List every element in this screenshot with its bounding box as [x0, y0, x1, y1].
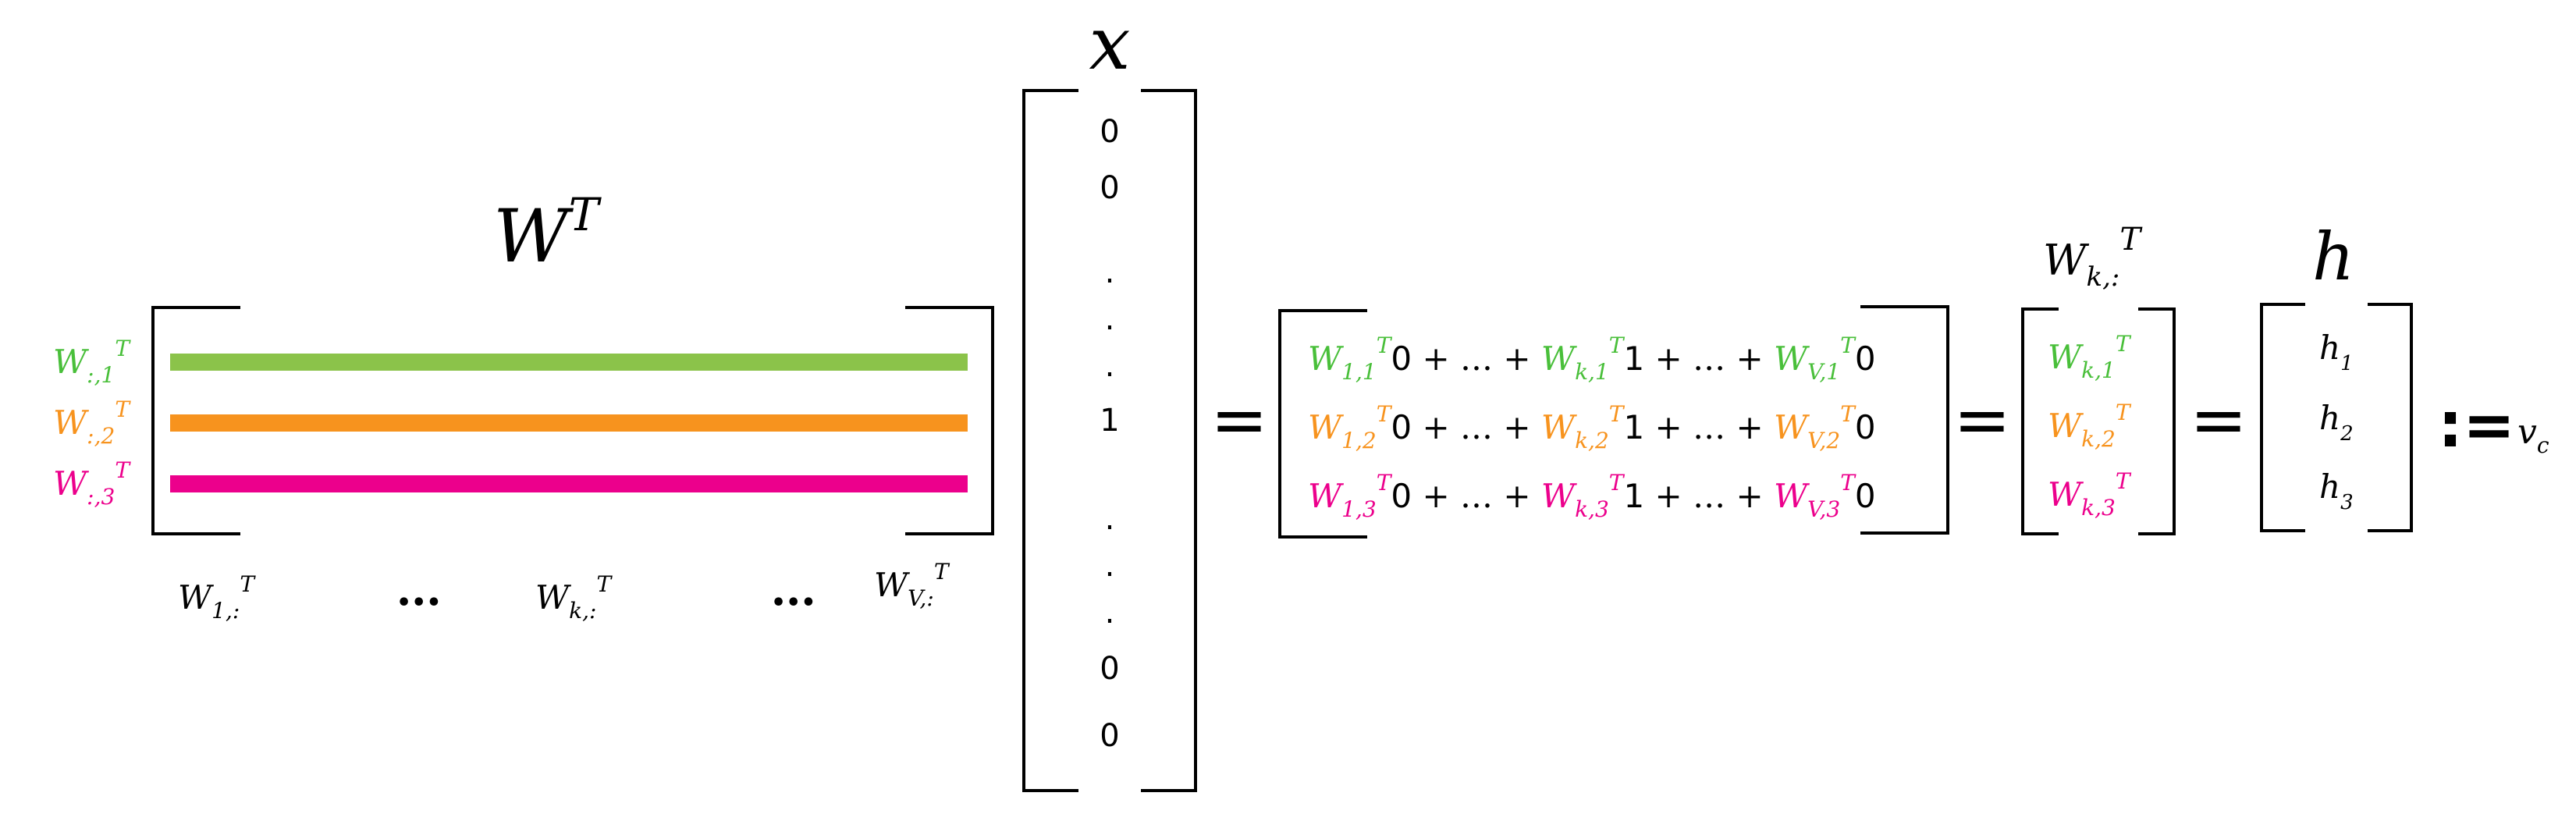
col-label-last: WV,:T — [874, 559, 950, 611]
x-entry: . — [1105, 548, 1115, 584]
x-entry: 0 — [1100, 170, 1119, 206]
wt-title: WT — [493, 188, 602, 279]
wk-right-bracket — [2138, 307, 2176, 535]
x-entry: . — [1105, 501, 1115, 537]
expansion-right-bracket — [1860, 305, 1949, 535]
h-title: h — [2312, 219, 2354, 295]
row-bar-3 — [170, 475, 968, 492]
definition-rhs: vc — [2517, 412, 2549, 458]
equals-sign-1: = — [1210, 379, 1268, 460]
wt-left-bracket — [151, 306, 240, 535]
x-entries: 0 0... 1... 0 0 — [1100, 114, 1119, 754]
row-label-3: W:,3T — [53, 457, 131, 510]
equals-sign-3: = — [2190, 379, 2247, 460]
weight-matrix-transpose: WT W:,1T W:,2T W:,3T W1,:T ••• Wk,:T •••… — [53, 188, 994, 624]
x-entry: 0 — [1100, 114, 1119, 150]
x-entry: 0 — [1100, 718, 1119, 754]
row-label-1: W:,1T — [53, 336, 131, 388]
x-entry: 1 — [1100, 403, 1119, 439]
wk-left-bracket — [2021, 307, 2059, 535]
selected-row-column: Wk,:T Wk,1T Wk,2T Wk,3T — [2021, 222, 2176, 535]
row-bar-1 — [170, 354, 968, 371]
equals-sign-2: = — [1953, 379, 2011, 460]
x-entry: . — [1105, 301, 1115, 337]
definition-symbol: := — [2438, 389, 2515, 461]
x-entry: . — [1105, 254, 1115, 290]
x-entry: 0 — [1100, 651, 1119, 687]
row-label-2: W:,2T — [53, 396, 131, 449]
expansion-row: W1,1T0 + … + Wk,1T1 + … + WV,1T0 — [1308, 332, 1876, 385]
col-ellipsis-2: ••• — [771, 589, 816, 617]
h-right-bracket — [2368, 303, 2413, 532]
x-entry: . — [1105, 595, 1115, 631]
h-entry-3: h3 — [2319, 467, 2354, 514]
h-entry-1: h1 — [2319, 329, 2354, 375]
x-entry: . — [1105, 348, 1115, 384]
expansion-left-bracket — [1278, 309, 1367, 539]
one-hot-vector-x: x 0 0... 1... 0 0 — [1022, 2, 1197, 792]
x-right-bracket — [1141, 89, 1197, 792]
col-label-first: W1,:T — [178, 571, 256, 624]
row-bar-2 — [170, 414, 968, 432]
x-title: x — [1089, 2, 1130, 87]
expansion-row: W1,2T0 + … + Wk,2T1 + … + WV,2T0 — [1308, 401, 1876, 453]
wk-title: Wk,:T — [2043, 222, 2143, 293]
expansion-row: W1,3T0 + … + Wk,3T1 + … + WV,3T0 — [1308, 470, 1876, 522]
col-label-k: Wk,:T — [535, 571, 613, 624]
sum-expansion-matrix: W1,1T0 + … + Wk,1T1 + … + WV,1T0 W1,2T0 +… — [1278, 305, 1949, 539]
hidden-vector-h: h h1 h2 h3 — [2260, 219, 2413, 532]
expansion-rows: W1,1T0 + … + Wk,1T1 + … + WV,1T0 W1,2T0 +… — [1308, 332, 1876, 522]
h-left-bracket — [2260, 303, 2305, 532]
wt-right-bracket — [905, 306, 994, 535]
wk-entry-3: Wk,3T — [2048, 468, 2132, 521]
x-left-bracket — [1022, 89, 1078, 792]
wk-entry-2: Wk,2T — [2048, 400, 2132, 452]
col-ellipsis-1: ••• — [396, 589, 442, 617]
h-entry-2: h2 — [2319, 399, 2354, 446]
wk-entry-1: Wk,1T — [2048, 331, 2132, 383]
